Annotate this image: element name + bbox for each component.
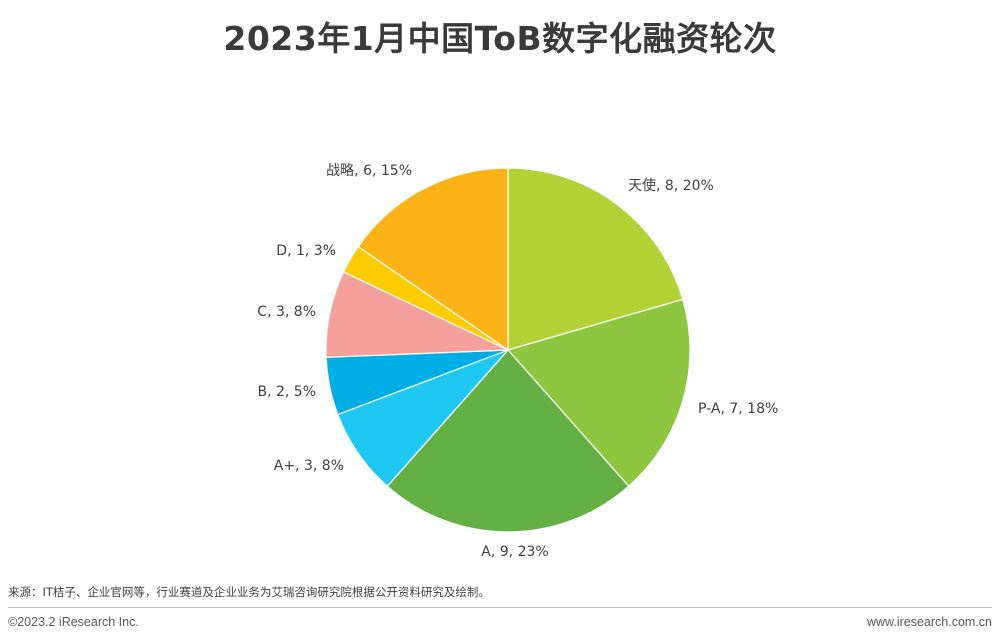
chart-title: 2023年1月中国ToB数字化融资轮次	[223, 19, 777, 58]
pie-labels: 天使, 8, 20% P-A, 7, 18% A, 9, 23% A+, 3, 8% B…	[257, 163, 778, 560]
slice-label-6: D, 1, 3%	[276, 243, 336, 259]
slice-label-4: B, 2, 5%	[257, 384, 316, 400]
pie-slice-1	[506, 298, 691, 488]
pie-slices	[325, 167, 691, 533]
footer-divider	[8, 607, 992, 608]
slice-label-5: C, 3, 8%	[257, 304, 316, 320]
copyright-text: ©2023.2 iResearch Inc.	[8, 615, 139, 629]
slice-label-0: 天使, 8, 20%	[628, 177, 714, 194]
website-link[interactable]: www.iresearch.com.cn	[866, 615, 992, 629]
pie-slice-2	[386, 349, 630, 533]
slice-label-1: P-A, 7, 18%	[698, 401, 778, 417]
slice-label-3: A+, 3, 8%	[274, 458, 344, 474]
slice-label-2: A, 9, 23%	[481, 544, 548, 560]
source-note: 来源：IT桔子、企业官网等，行业赛道及企业业务为艾瑞咨询研究院根据公开资料研究及…	[8, 585, 490, 599]
pie-slice-7	[357, 167, 509, 352]
slice-label-7: 战略, 6, 15%	[326, 163, 412, 179]
pie-slice-0	[507, 167, 684, 351]
